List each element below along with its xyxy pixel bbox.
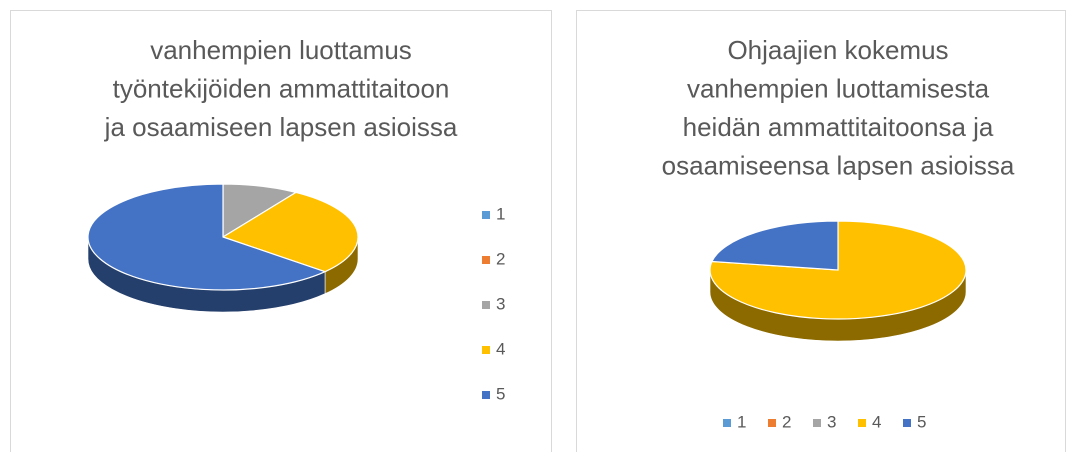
pie-slice — [221, 191, 359, 295]
legend-label: 4 — [496, 339, 505, 358]
chart-title: ja osaamiseen lapsen asioissa — [104, 112, 458, 142]
legend-swatch — [482, 211, 490, 219]
legend-label: 3 — [827, 412, 836, 431]
legend-label: 5 — [496, 384, 505, 403]
legend-label: 4 — [872, 412, 881, 431]
legend-swatch — [482, 301, 490, 309]
legend-label: 1 — [496, 204, 505, 223]
chart-title: Ohjaajien kokemus — [727, 35, 948, 65]
legend-swatch — [903, 419, 911, 427]
legend-swatch — [768, 419, 776, 427]
chart-title: heidän ammattitaitoonsa ja — [683, 112, 994, 142]
chart-title: työntekijöiden ammattitaitoon — [113, 73, 450, 103]
legend-swatch — [858, 419, 866, 427]
legend-label: 1 — [737, 412, 746, 431]
legend-label: 5 — [917, 412, 926, 431]
pie-top — [221, 191, 359, 273]
legend-swatch — [482, 391, 490, 399]
legend-label: 2 — [782, 412, 791, 431]
chart-title: osaamiseensa lapsen asioissa — [662, 150, 1015, 180]
pie-slice — [87, 183, 327, 313]
pie-top — [711, 220, 839, 271]
chart-title: vanhempien luottamus — [150, 35, 412, 65]
chart-title: vanhempien luottamisesta — [687, 73, 990, 103]
legend-swatch — [723, 419, 731, 427]
pie-slice — [711, 220, 839, 271]
legend-label: 2 — [496, 249, 505, 268]
legend-swatch — [482, 256, 490, 264]
legend-swatch — [813, 419, 821, 427]
legend-swatch — [482, 346, 490, 354]
pie-top — [87, 183, 327, 291]
legend-label: 3 — [496, 294, 505, 313]
